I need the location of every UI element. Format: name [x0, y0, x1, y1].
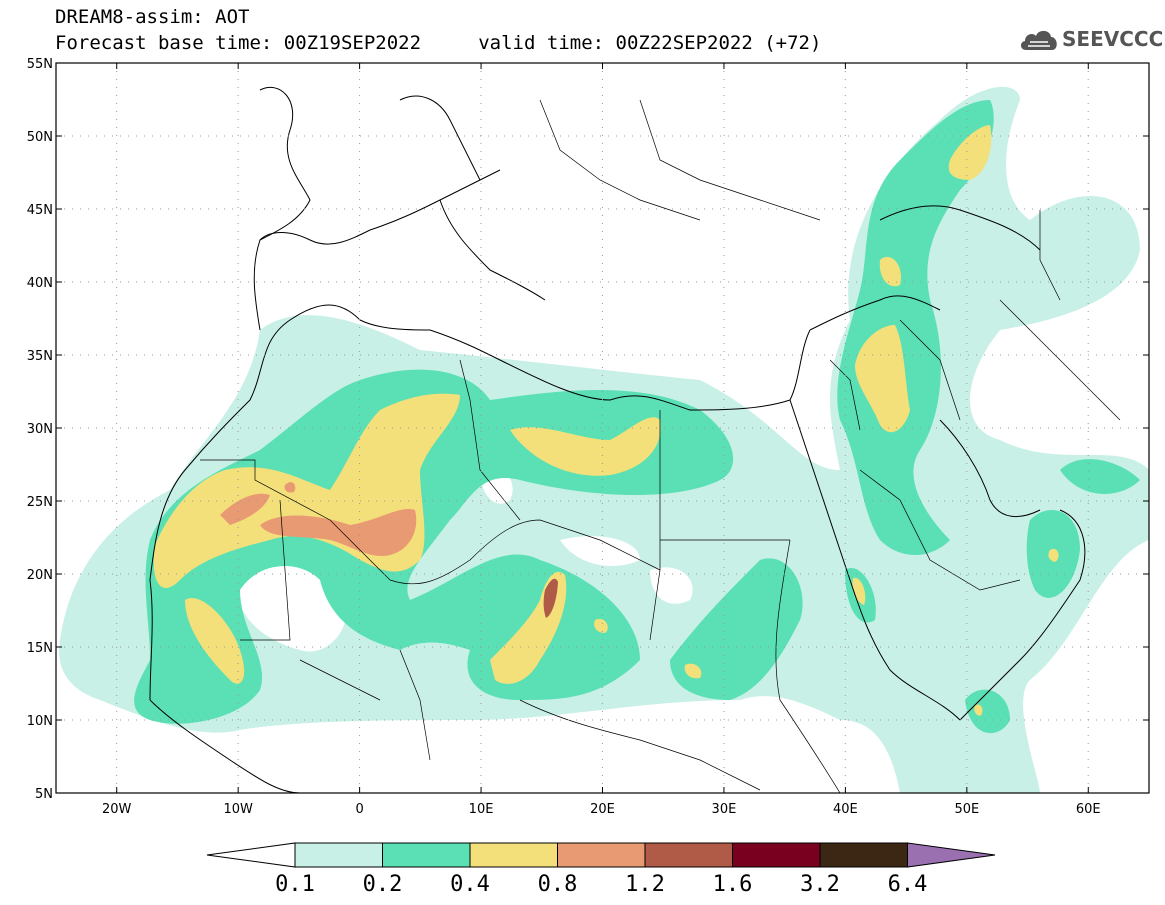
lat-label-40N: 40N: [27, 276, 53, 291]
colorbar-box: [732, 842, 821, 868]
colorbar-high-arrow: [907, 842, 996, 868]
colorbar-label: 1.6: [712, 872, 753, 897]
lon-label-50E: 50E: [954, 802, 979, 817]
lon-label-30E: 30E: [712, 802, 737, 817]
lon-label-10E: 10E: [469, 802, 494, 817]
colorbar-label: 1.2: [625, 872, 665, 897]
logo-text: SEEVCCC: [1062, 27, 1164, 51]
colorbar: [206, 842, 996, 868]
lon-label-40E: 40E: [833, 802, 858, 817]
axis-ticks: [56, 62, 1149, 794]
colorbar-label: 0.4: [450, 872, 490, 897]
seevccc-logo: SEEVCCC: [1018, 24, 1163, 56]
cloud-icon: [1020, 30, 1057, 50]
aot-field: [59, 87, 1149, 793]
lat-label-20N: 20N: [27, 568, 53, 583]
borders: [200, 99, 1121, 793]
longitude-labels: 20W 10W 0 10E 20E 30E 40E 50E 60E: [102, 802, 1101, 817]
latitude-labels: 5N 10N 15N 20N 25N 30N 35N 40N 45N 50N 55N: [27, 57, 53, 802]
forecast-time-line: Forecast base time: 00Z19SEP2022 valid t…: [55, 32, 822, 54]
colorbar-box: [294, 842, 383, 868]
colorbar-label: 0.2: [362, 872, 403, 897]
aot-1.2-region: [543, 578, 558, 618]
lat-label-15N: 15N: [27, 641, 53, 656]
colorbar-box: [644, 842, 733, 868]
map-title: DREAM8-assim: AOT: [55, 6, 250, 28]
lat-label-5N: 5N: [35, 787, 53, 802]
colorbar-box: [819, 842, 908, 868]
lat-label-55N: 55N: [27, 57, 53, 72]
colorbar-box: [382, 842, 471, 868]
colorbar-box: [469, 842, 558, 868]
lat-label-35N: 35N: [27, 349, 53, 364]
lon-label-0: 0: [355, 802, 363, 817]
lon-label-60E: 60E: [1076, 802, 1101, 817]
lat-label-25N: 25N: [27, 495, 53, 510]
lat-label-50N: 50N: [27, 130, 53, 145]
colorbar-box: [557, 842, 646, 868]
aot-0.8-region: [220, 482, 417, 557]
colorbar-label: 6.4: [887, 872, 928, 897]
colorbar-label: 0.1: [275, 872, 315, 897]
lat-label-10N: 10N: [27, 714, 53, 729]
lon-label-10W: 10W: [223, 802, 253, 817]
graticule: [56, 63, 1149, 793]
lat-label-45N: 45N: [27, 203, 53, 218]
lon-label-20E: 20E: [590, 802, 615, 817]
lat-label-30N: 30N: [27, 422, 53, 437]
colorbar-label: 3.2: [800, 872, 840, 897]
colorbar-label: 0.8: [537, 872, 578, 897]
lon-label-20W: 20W: [102, 802, 132, 817]
colorbar-low-arrow: [206, 842, 296, 868]
coastlines: [149, 86, 1086, 793]
